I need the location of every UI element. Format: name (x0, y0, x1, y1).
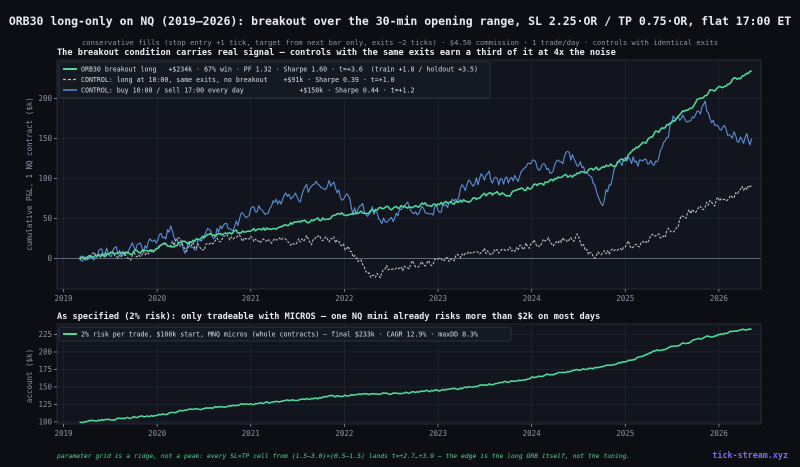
x-tick-label: 2024 (523, 429, 542, 438)
top-legend: ORB30 breakout long +$234k · 67% win · P… (58, 61, 491, 99)
bottom-legend: 2% risk per trade, $100k start, MNQ micr… (58, 326, 512, 342)
legend-label-orb30: ORB30 breakout long +$234k · 67% win · P… (81, 66, 478, 74)
plot-frame (56, 59, 762, 290)
y-tick-label: 200 (38, 94, 52, 103)
bottom-chart-title: As specified (2% risk): only tradeable w… (57, 311, 600, 322)
series-line-green (79, 70, 752, 260)
x-tick-label: 2023 (429, 429, 447, 438)
x-tick-label: 2021 (242, 294, 260, 303)
x-tick-label: 2026 (710, 429, 729, 438)
legend-label-control-breakout: CONTROL: long at 10:00, same exits, no b… (81, 76, 395, 84)
plot-frame (56, 323, 762, 425)
y-tick-label: 100 (38, 174, 52, 183)
top-series-group (79, 70, 753, 279)
y-tick-label: 150 (38, 382, 52, 391)
x-tick-label: 2020 (148, 429, 167, 438)
top-chart-title: The breakout condition carries real sign… (57, 47, 616, 58)
top-y-axis-label: cumulative P&L, 1 NQ contract ($k) (25, 97, 34, 251)
footer-note: parameter grid is a ridge, not a peak: e… (57, 452, 630, 460)
x-tick-label: 2025 (616, 294, 634, 303)
y-tick-label: 0 (47, 254, 52, 263)
top-y-axis: 0 50 100 150 200 (38, 94, 57, 263)
x-tick-label: 2022 (335, 294, 353, 303)
x-tick-label: 2020 (148, 294, 167, 303)
x-tick-label: 2025 (616, 429, 634, 438)
figure-subtitle: conservative fills (stop entry +1 tick, … (82, 38, 718, 47)
brand-watermark: tick-stream.xyz (712, 450, 788, 460)
series-line-blue (79, 100, 753, 262)
x-tick-label: 2019 (55, 294, 73, 303)
y-tick-label: 175 (38, 365, 52, 374)
y-tick-label: 200 (38, 347, 52, 356)
x-tick-label: 2021 (242, 429, 260, 438)
series-line-green (79, 328, 752, 424)
y-tick-label: 225 (38, 330, 52, 339)
x-tick-label: 2019 (55, 429, 73, 438)
y-tick-label: 150 (38, 134, 52, 143)
y-tick-label: 125 (38, 400, 52, 409)
x-tick-label: 2026 (710, 294, 729, 303)
bottom-legend-box (58, 326, 512, 342)
bottom-series-group (79, 328, 752, 424)
top-x-axis: 2019 2020 2021 2022 2023 2024 2025 2026 (55, 289, 729, 303)
bottom-x-axis: 2019 2020 2021 2022 2023 2024 2025 2026 (55, 424, 729, 438)
y-tick-label: 50 (43, 214, 53, 223)
legend-label-control-daily: CONTROL: buy 10:00 / sell 17:00 every da… (81, 87, 414, 95)
top-legend-box (58, 61, 491, 99)
series-line-gray (79, 185, 752, 279)
x-tick-label: 2023 (429, 294, 447, 303)
x-tick-label: 2022 (335, 429, 353, 438)
bottom-y-axis-label: account ($k) (25, 349, 34, 403)
figure-title: ORB30 long-only on NQ (2019–2026): break… (9, 14, 791, 28)
top-chart: 0 50 100 150 200 2019 2020 2021 2022 2023 2024 202… (25, 59, 762, 303)
x-tick-label: 2024 (523, 294, 542, 303)
y-tick-label: 100 (38, 417, 52, 426)
bottom-y-axis: 100 125 150 175 200 225 (38, 330, 57, 426)
legend-label-account: 2% risk per trade, $100k start, MNQ micr… (81, 331, 478, 339)
